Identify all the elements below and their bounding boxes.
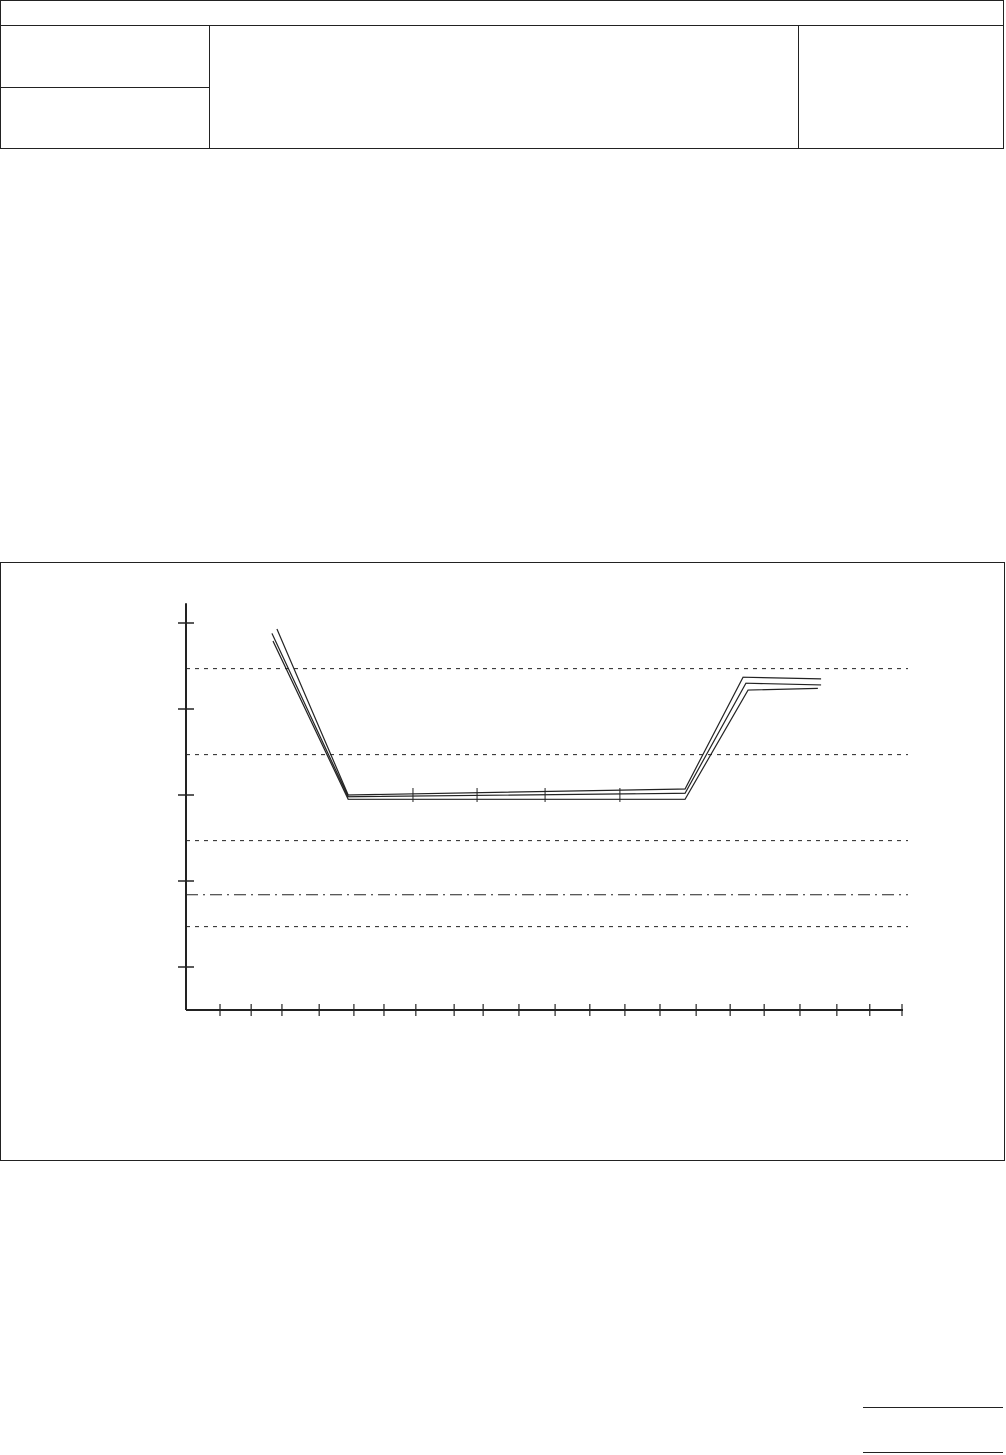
series-line-3 <box>272 640 818 800</box>
header-table <box>0 0 1004 149</box>
series-line-2 <box>271 633 822 798</box>
signature-line <box>863 1407 1003 1408</box>
date-line <box>863 1452 1003 1453</box>
series-line-1 <box>276 628 822 796</box>
chart-frame <box>0 562 1005 1161</box>
header-left-cell <box>1 25 210 148</box>
header-left-lower-cell <box>1 87 209 88</box>
header-title-cell <box>1 1 1003 26</box>
header-right-cell <box>798 25 799 148</box>
